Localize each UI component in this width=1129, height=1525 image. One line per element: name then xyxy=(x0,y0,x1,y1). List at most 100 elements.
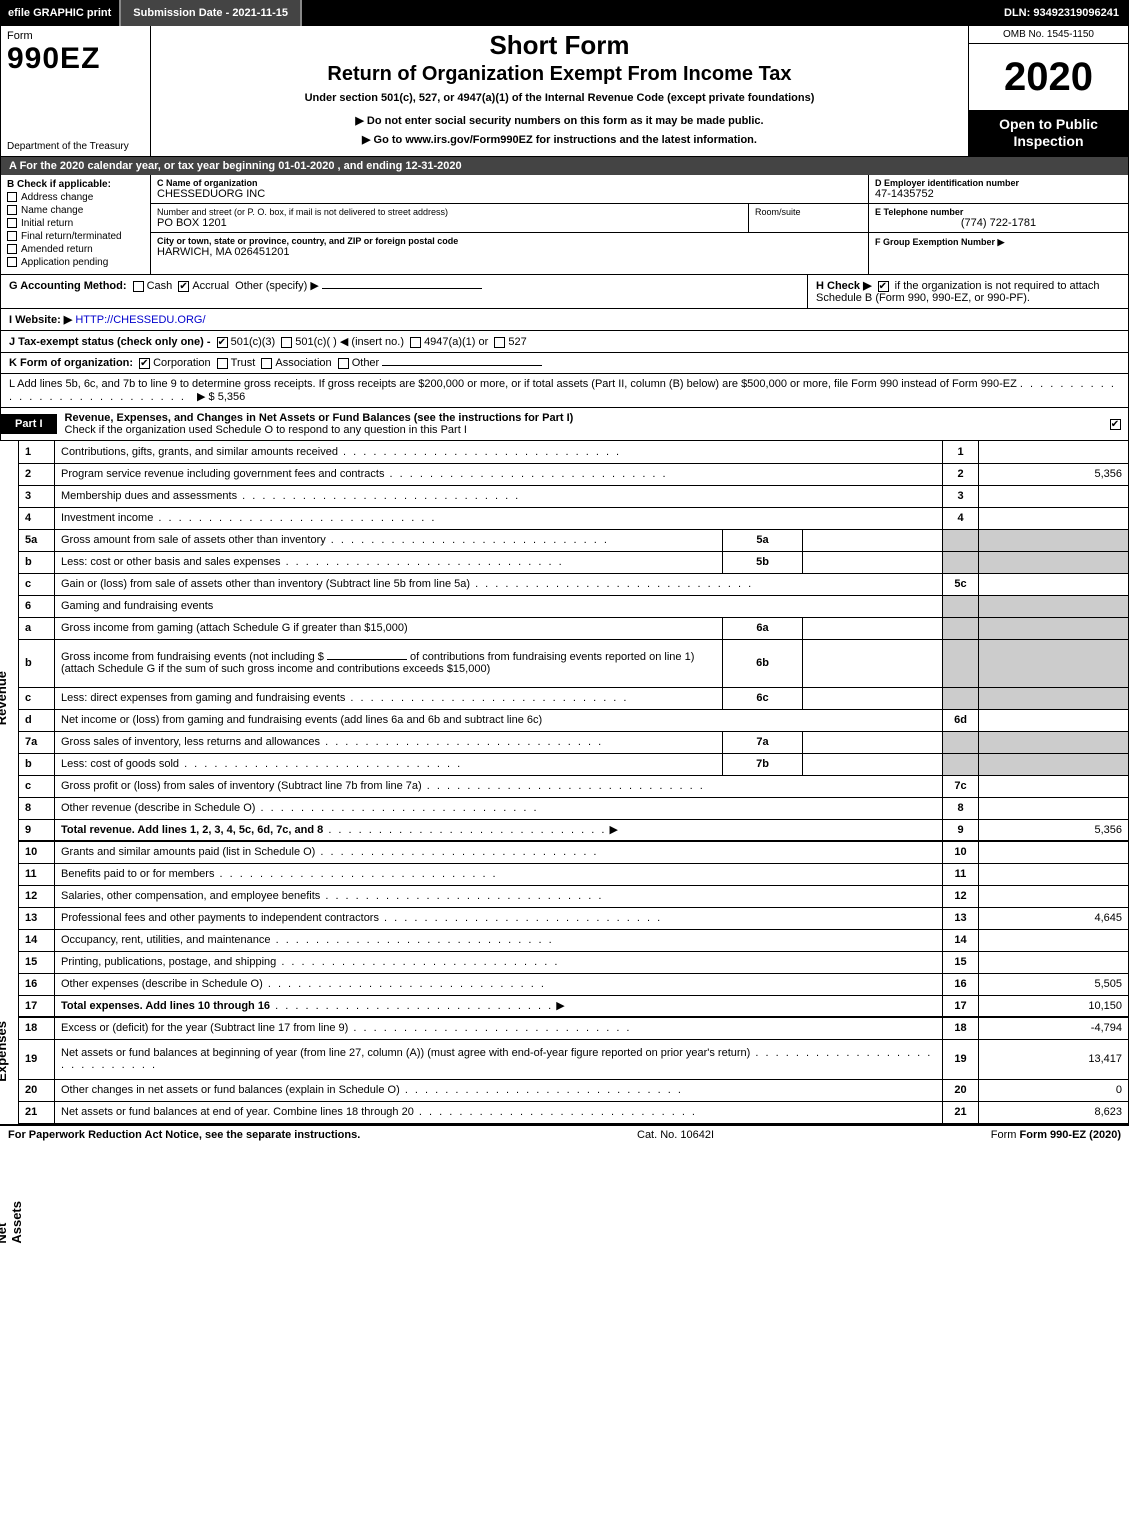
ln: 1 xyxy=(943,441,979,463)
f-label: F Group Exemption Number ▶ xyxy=(875,237,1004,247)
chk-501c[interactable] xyxy=(281,337,292,348)
opt-other: Other xyxy=(352,357,380,369)
form-of-org-row: K Form of organization: Corporation Trus… xyxy=(0,353,1129,374)
go-to-link[interactable]: ▶ Go to www.irs.gov/Form990EZ for instru… xyxy=(362,133,757,146)
form-word: Form xyxy=(7,30,144,42)
chk-cash[interactable] xyxy=(133,281,144,292)
spacer xyxy=(302,0,994,26)
line-6b: b Gross income from fundraising events (… xyxy=(19,639,1129,687)
contrib-input[interactable] xyxy=(327,659,407,660)
c-label: C Name of organization xyxy=(157,178,862,188)
line-9: 9 Total revenue. Add lines 1, 2, 3, 4, 5… xyxy=(19,819,1129,841)
chk-h[interactable] xyxy=(878,281,889,292)
topbar: efile GRAPHIC print Submission Date - 20… xyxy=(0,0,1129,26)
chk-corp[interactable] xyxy=(139,358,150,369)
line-7b: b Less: cost of goods sold 7b xyxy=(19,753,1129,775)
chk-initial-return[interactable]: Initial return xyxy=(7,218,144,229)
chk-assoc[interactable] xyxy=(261,358,272,369)
chk-name-change[interactable]: Name change xyxy=(7,205,144,216)
line-14: 14 Occupancy, rent, utilities, and maint… xyxy=(19,929,1129,951)
group-exempt-cell: F Group Exemption Number ▶ xyxy=(869,233,1128,251)
street-row: Number and street (or P. O. box, if mail… xyxy=(151,204,868,233)
g-accounting: G Accounting Method: Cash Accrual Other … xyxy=(1,275,808,308)
city-value: HARWICH, MA 026451201 xyxy=(157,246,862,258)
amt: 0 xyxy=(979,1079,1129,1101)
amt: 8,623 xyxy=(979,1101,1129,1123)
chk-527[interactable] xyxy=(494,337,505,348)
desc: Membership dues and assessments xyxy=(61,490,237,502)
part1-title-text: Revenue, Expenses, and Changes in Net As… xyxy=(65,412,574,424)
other-input[interactable] xyxy=(322,288,482,289)
opt-corp: Corporation xyxy=(153,357,210,369)
desc: Less: cost or other basis and sales expe… xyxy=(61,556,281,568)
tax-exempt-row: J Tax-exempt status (check only one) - 5… xyxy=(0,331,1129,353)
desc: Net assets or fund balances at end of ye… xyxy=(61,1106,414,1118)
desc: Investment income xyxy=(61,512,153,524)
chk-trust[interactable] xyxy=(217,358,228,369)
under-section: Under section 501(c), 527, or 4947(a)(1)… xyxy=(305,92,815,104)
chk-other[interactable] xyxy=(338,358,349,369)
line-16: 16 Other expenses (describe in Schedule … xyxy=(19,973,1129,995)
chk-label: Application pending xyxy=(21,257,108,268)
chk-address-change[interactable]: Address change xyxy=(7,192,144,203)
line-20: 20 Other changes in net assets or fund b… xyxy=(19,1079,1129,1101)
l-amount: ▶ $ 5,356 xyxy=(197,391,245,403)
line-3: 3 Membership dues and assessments 3 xyxy=(19,485,1129,507)
part1-header: Part I Revenue, Expenses, and Changes in… xyxy=(0,408,1129,441)
desc: Other revenue (describe in Schedule O) xyxy=(61,802,255,814)
opt-501c3: 501(c)(3) xyxy=(231,336,276,348)
efile-print[interactable]: efile GRAPHIC print xyxy=(0,0,119,26)
line-5a: 5a Gross amount from sale of assets othe… xyxy=(19,529,1129,551)
lines-table: 1 Contributions, gifts, grants, and simi… xyxy=(18,441,1129,1124)
part1-subtitle: Check if the organization used Schedule … xyxy=(65,424,467,436)
desc: Professional fees and other payments to … xyxy=(61,912,379,924)
amt: -4,794 xyxy=(979,1017,1129,1039)
l-text: L Add lines 5b, 6c, and 7b to line 9 to … xyxy=(9,378,1017,390)
street-label: Number and street (or P. O. box, if mail… xyxy=(157,207,742,217)
l-row: L Add lines 5b, 6c, and 7b to line 9 to … xyxy=(0,374,1129,408)
num: 1 xyxy=(19,441,55,463)
line-2: 2 Program service revenue including gove… xyxy=(19,463,1129,485)
line-12: 12 Salaries, other compensation, and emp… xyxy=(19,885,1129,907)
website-link[interactable]: HTTP://CHESSEDU.ORG/ xyxy=(75,314,205,326)
open-to-public: Open to Public Inspection xyxy=(969,110,1128,156)
chk-amended-return[interactable]: Amended return xyxy=(7,244,144,255)
line-6a: a Gross income from gaming (attach Sched… xyxy=(19,617,1129,639)
tax-year: 2020 xyxy=(969,44,1128,110)
footer-left: For Paperwork Reduction Act Notice, see … xyxy=(8,1129,360,1141)
city-row: City or town, state or province, country… xyxy=(151,233,868,261)
chk-application-pending[interactable]: Application pending xyxy=(7,257,144,268)
chk-label: Final return/terminated xyxy=(21,231,122,242)
desc: Program service revenue including govern… xyxy=(61,468,384,480)
line-11: 11 Benefits paid to or for members 11 xyxy=(19,863,1129,885)
revenue-side-label: Revenue xyxy=(0,671,9,725)
line-7a: 7a Gross sales of inventory, less return… xyxy=(19,731,1129,753)
accrual-label: Accrual xyxy=(192,280,229,292)
chk-4947[interactable] xyxy=(410,337,421,348)
hdr-center: Short Form Return of Organization Exempt… xyxy=(151,26,968,156)
hdr-left: Form 990EZ Department of the Treasury xyxy=(1,26,151,156)
part1-check[interactable] xyxy=(1102,418,1128,430)
j-label: J Tax-exempt status (check only one) - xyxy=(9,336,211,348)
chk-label: Amended return xyxy=(21,244,93,255)
desc: Net income or (loss) from gaming and fun… xyxy=(55,709,943,731)
check-header: B Check if applicable: xyxy=(7,179,144,190)
opt-trust: Trust xyxy=(231,357,256,369)
arrow-icon: ▶ xyxy=(556,1000,564,1012)
line-8: 8 Other revenue (describe in Schedule O)… xyxy=(19,797,1129,819)
desc: Gross amount from sale of assets other t… xyxy=(61,534,326,546)
chk-final-return[interactable]: Final return/terminated xyxy=(7,231,144,242)
entity-block: B Check if applicable: Address change Na… xyxy=(0,175,1129,275)
other-org-input[interactable] xyxy=(382,365,542,366)
chk-accrual[interactable] xyxy=(178,281,189,292)
chk-501c3[interactable] xyxy=(217,337,228,348)
name-column: C Name of organization CHESSEDUORG INC N… xyxy=(151,175,868,274)
line-18: 18 Excess or (deficit) for the year (Sub… xyxy=(19,1017,1129,1039)
part1-tag: Part I xyxy=(1,414,57,434)
omb-number: OMB No. 1545-1150 xyxy=(969,26,1128,44)
e-label: E Telephone number xyxy=(875,207,1122,217)
desc: Gain or (loss) from sale of assets other… xyxy=(61,578,470,590)
return-title: Return of Organization Exempt From Incom… xyxy=(327,63,791,86)
line-6d: d Net income or (loss) from gaming and f… xyxy=(19,709,1129,731)
line-1: 1 Contributions, gifts, grants, and simi… xyxy=(19,441,1129,463)
